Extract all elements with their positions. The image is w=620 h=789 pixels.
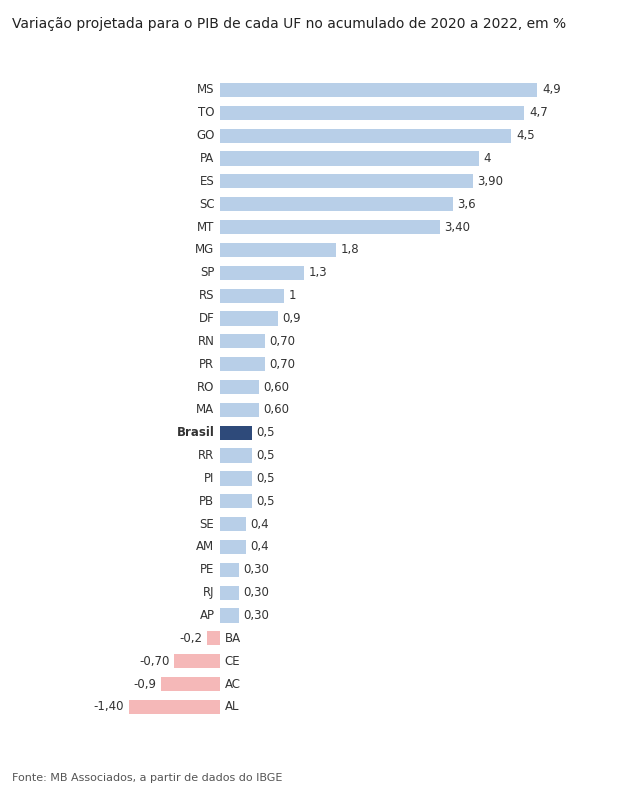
Text: -0,70: -0,70 — [140, 655, 170, 667]
Bar — [161, 677, 219, 691]
Text: MT: MT — [197, 221, 215, 234]
Text: 4,7: 4,7 — [529, 107, 547, 119]
Text: SP: SP — [200, 266, 215, 279]
Bar — [219, 243, 336, 257]
Text: CE: CE — [225, 655, 241, 667]
Bar — [219, 129, 512, 143]
Bar — [219, 517, 246, 531]
Text: 0,4: 0,4 — [250, 518, 268, 531]
Text: GO: GO — [196, 129, 215, 142]
Bar — [219, 608, 239, 623]
Text: 1,3: 1,3 — [309, 266, 327, 279]
Text: 0,70: 0,70 — [270, 335, 296, 348]
Bar — [219, 335, 265, 349]
Text: Brasil: Brasil — [177, 426, 215, 439]
Bar — [219, 220, 440, 234]
Bar — [219, 380, 259, 394]
Text: RR: RR — [198, 449, 215, 462]
Text: SE: SE — [200, 518, 215, 531]
Text: 0,9: 0,9 — [283, 312, 301, 325]
Bar — [219, 289, 285, 303]
Text: 0,60: 0,60 — [263, 380, 289, 394]
Text: PE: PE — [200, 563, 215, 576]
Bar — [219, 197, 453, 211]
Bar — [219, 174, 472, 189]
Text: 0,30: 0,30 — [244, 586, 270, 599]
Bar — [219, 540, 246, 554]
Text: 0,4: 0,4 — [250, 540, 268, 554]
Text: AP: AP — [200, 609, 215, 622]
Text: MS: MS — [197, 84, 215, 96]
Text: 3,6: 3,6 — [458, 198, 476, 211]
Text: RJ: RJ — [203, 586, 215, 599]
Text: Variação projetada para o PIB de cada UF no acumulado de 2020 a 2022, em %: Variação projetada para o PIB de cada UF… — [12, 17, 567, 32]
Bar — [206, 631, 219, 645]
Bar — [219, 266, 304, 280]
Text: 1,8: 1,8 — [341, 243, 360, 256]
Text: Fonte: MB Associados, a partir de dados do IBGE: Fonte: MB Associados, a partir de dados … — [12, 772, 283, 783]
Bar — [219, 83, 538, 97]
Text: 4,9: 4,9 — [542, 84, 560, 96]
Text: PI: PI — [204, 472, 215, 485]
Text: 0,30: 0,30 — [244, 563, 270, 576]
Bar — [219, 106, 525, 120]
Text: 4: 4 — [484, 152, 491, 165]
Text: DF: DF — [198, 312, 215, 325]
Bar — [219, 585, 239, 600]
Text: 3,40: 3,40 — [445, 221, 471, 234]
Text: PR: PR — [199, 357, 215, 371]
Bar — [219, 563, 239, 577]
Text: -0,9: -0,9 — [134, 678, 157, 690]
Bar — [219, 471, 252, 485]
Text: -1,40: -1,40 — [94, 701, 124, 713]
Text: PB: PB — [199, 495, 215, 508]
Text: 0,5: 0,5 — [257, 449, 275, 462]
Text: 0,5: 0,5 — [257, 472, 275, 485]
Text: MG: MG — [195, 243, 215, 256]
Bar — [129, 700, 219, 714]
Bar — [219, 357, 265, 372]
Bar — [219, 403, 259, 417]
Text: 0,5: 0,5 — [257, 426, 275, 439]
Text: 3,90: 3,90 — [477, 175, 503, 188]
Text: 0,70: 0,70 — [270, 357, 296, 371]
Text: MA: MA — [197, 403, 215, 417]
Bar — [219, 312, 278, 326]
Text: AL: AL — [225, 701, 239, 713]
Text: AM: AM — [197, 540, 215, 554]
Text: BA: BA — [225, 632, 241, 645]
Text: 0,5: 0,5 — [257, 495, 275, 508]
Text: RS: RS — [199, 289, 215, 302]
Text: 4,5: 4,5 — [516, 129, 534, 142]
Text: RN: RN — [198, 335, 215, 348]
Text: ES: ES — [200, 175, 215, 188]
Bar — [219, 494, 252, 508]
Text: RO: RO — [197, 380, 215, 394]
Text: SC: SC — [199, 198, 215, 211]
Text: PA: PA — [200, 152, 215, 165]
Text: 0,30: 0,30 — [244, 609, 270, 622]
Bar — [219, 448, 252, 462]
Text: 1: 1 — [289, 289, 296, 302]
Text: -0,2: -0,2 — [179, 632, 202, 645]
Bar — [219, 425, 252, 439]
Text: AC: AC — [225, 678, 241, 690]
Bar — [174, 654, 219, 668]
Bar — [219, 151, 479, 166]
Text: 0,60: 0,60 — [263, 403, 289, 417]
Text: TO: TO — [198, 107, 215, 119]
